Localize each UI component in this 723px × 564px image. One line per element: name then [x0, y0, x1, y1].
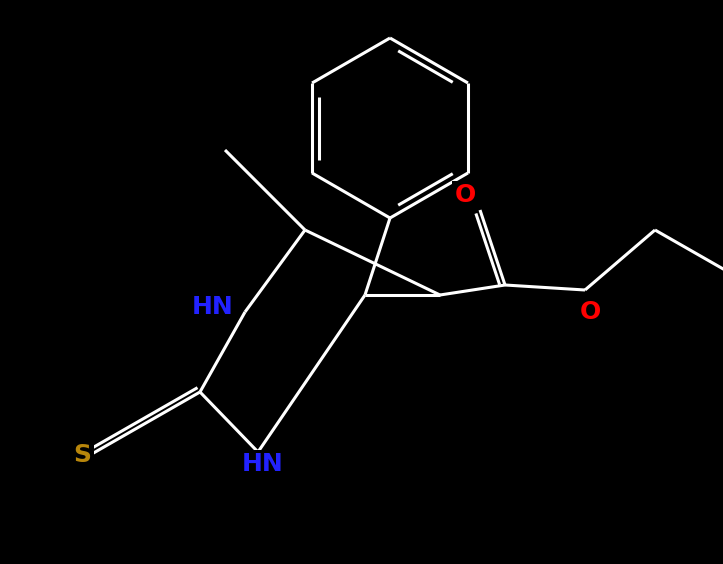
Text: HN: HN [192, 295, 234, 319]
Text: O: O [579, 300, 601, 324]
Text: O: O [454, 183, 476, 207]
Text: HN: HN [242, 452, 284, 476]
Text: S: S [73, 443, 91, 467]
